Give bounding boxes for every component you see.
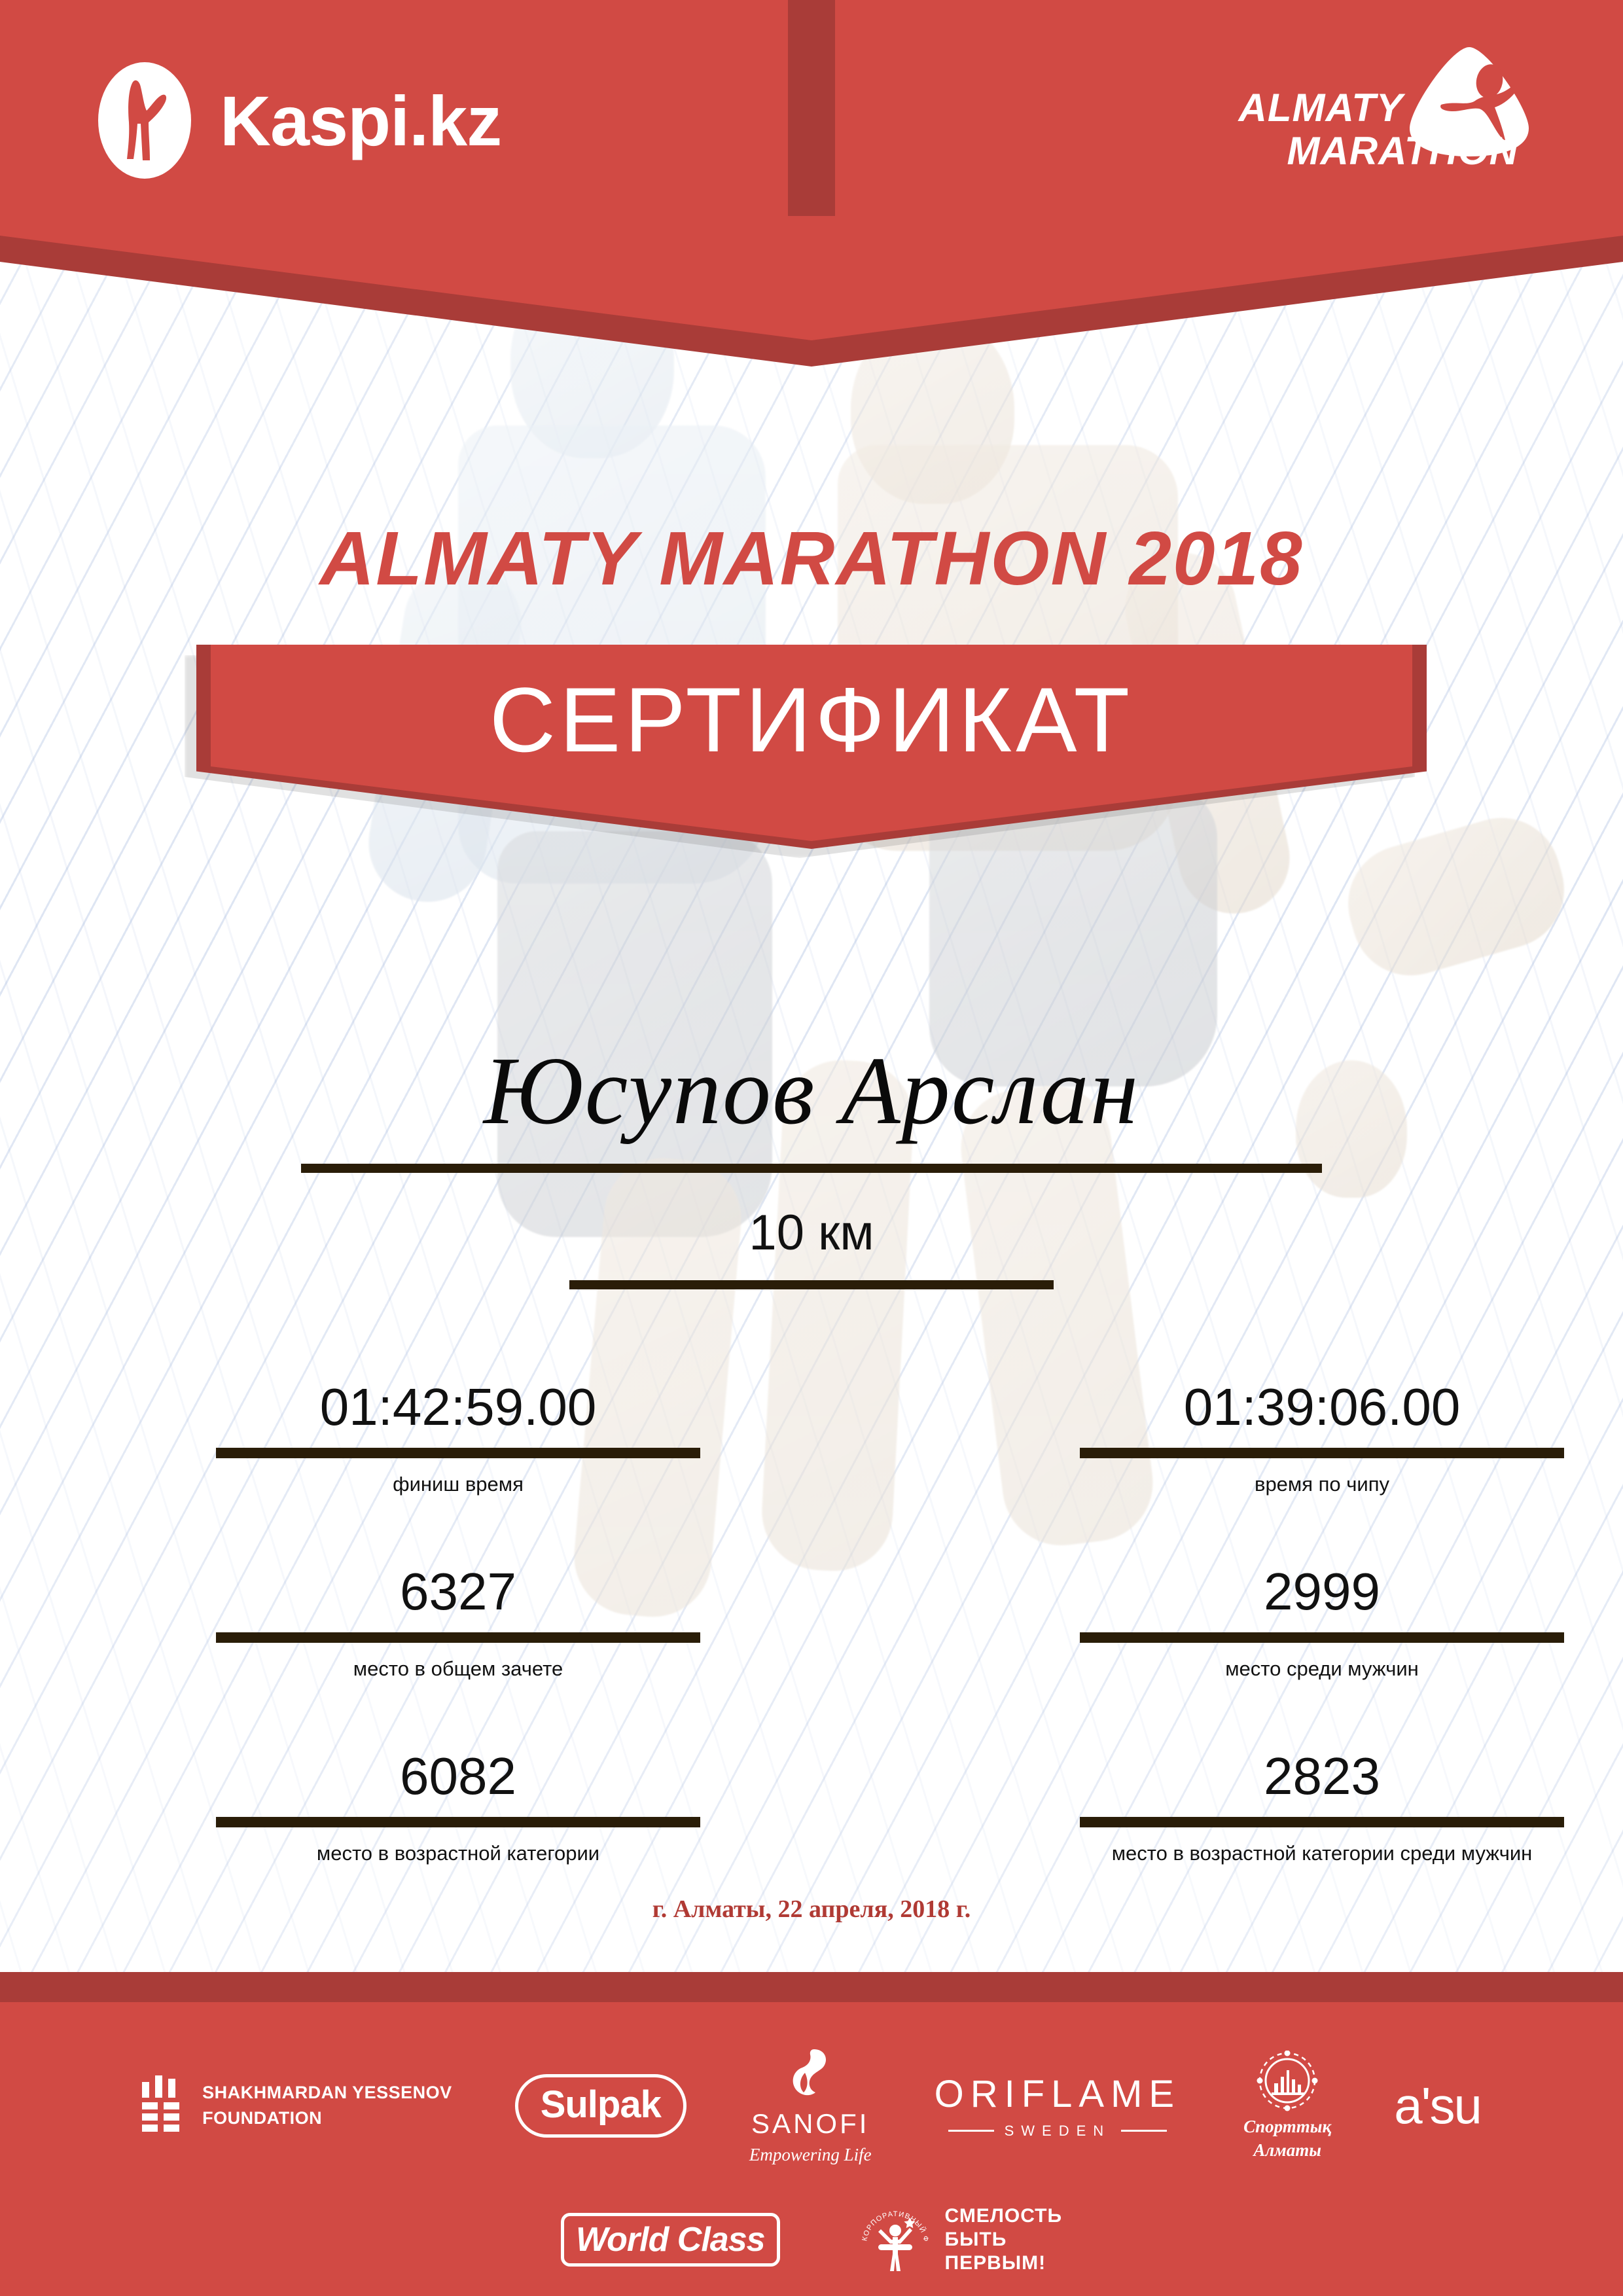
sponsor-row-secondary: World Class КОРПОРАТИВНЫЙ ФОНД <box>0 2184 1623 2295</box>
courage-line2: быть <box>944 2229 1007 2250</box>
footer-body: Shakhmardan Yessenov Foundation Sulpak S… <box>0 2002 1623 2296</box>
certificate-ribbon: СЕРТИФИКАТ <box>185 645 1427 858</box>
sanofi-icon <box>793 2049 827 2095</box>
result-age-group-men-place: 2823 место в возрастной категории среди … <box>995 1750 1623 1865</box>
courage-line1: Смелость <box>944 2205 1063 2227</box>
distance-block: 10 км <box>484 1204 1139 1289</box>
result-value: 6327 <box>400 1562 516 1621</box>
result-label: место среди мужчин <box>1225 1657 1419 1680</box>
results-row: 6327 место в общем зачете 2999 место сре… <box>0 1566 1623 1750</box>
participant-name-rule <box>301 1164 1322 1173</box>
distance-value: 10 км <box>749 1205 874 1261</box>
yessenov-label: Shakhmardan Yessenov Foundation <box>202 2080 452 2131</box>
sponsor-asu: a'su <box>1394 2076 1482 2136</box>
result-rule <box>1080 1817 1564 1827</box>
sulpak-label: Sulpak <box>514 2073 687 2138</box>
participant-name-block: Юсупов Арслан <box>288 1037 1335 1173</box>
result-men-place: 2999 место среди мужчин <box>995 1566 1623 1681</box>
header-chevron-notch <box>788 0 835 216</box>
footer-divider-band <box>0 1972 1623 2002</box>
almaty-marathon-line2: MARATHON <box>1287 129 1518 173</box>
sanofi-tagline: Empowering Life <box>749 2144 872 2164</box>
sport-almaty-line1: Спорттық <box>1243 2117 1332 2137</box>
courage-fund-icon: КОРПОРАТИВНЫЙ ФОНД <box>859 2203 930 2271</box>
result-rule <box>1080 1632 1564 1643</box>
kaspi-logo: Kaspi.kz <box>98 62 502 179</box>
result-label: место в возрастной категории <box>316 1842 600 1865</box>
sponsor-world-class: World Class <box>560 2213 780 2267</box>
courage-fund-label: Смелость быть первым! <box>945 2204 1062 2275</box>
result-finish-time: 01:42:59.00 финиш время <box>131 1381 785 1496</box>
oriflame-sub: SWEDEN <box>1004 2122 1111 2139</box>
almaty-marathon-logo: ALMATY MARATHON <box>1238 45 1531 185</box>
sponsor-footer: Shakhmardan Yessenov Foundation Sulpak S… <box>0 1972 1623 2296</box>
oriflame-name: ORIFLAME <box>934 2072 1181 2115</box>
courage-fund-arc-text: КОРПОРАТИВНЫЙ ФОНД <box>859 2203 929 2243</box>
almaty-marathon-icon <box>1410 47 1529 156</box>
sponsor-row-primary: Shakhmardan Yessenov Foundation Sulpak S… <box>0 2040 1623 2171</box>
result-value: 2999 <box>1264 1562 1380 1621</box>
results-row: 01:42:59.00 финиш время 01:39:06.00 врем… <box>0 1381 1623 1566</box>
sponsor-yessenov-foundation: Shakhmardan Yessenov Foundation <box>142 2075 452 2136</box>
result-value: 2823 <box>1264 1747 1380 1805</box>
sport-almaty-line2: Алматы <box>1253 2140 1321 2160</box>
result-age-group-place: 6082 место в возрастной категории <box>131 1750 785 1865</box>
ribbon-face: СЕРТИФИКАТ <box>211 645 1412 841</box>
result-label: место в общем зачете <box>353 1657 563 1680</box>
sponsor-sulpak: Sulpak <box>514 2073 687 2138</box>
yessenov-line2: Foundation <box>202 2108 323 2128</box>
sponsor-oriflame: ORIFLAME SWEDEN <box>935 2072 1181 2140</box>
world-class-label: World Class <box>560 2213 780 2267</box>
sanofi-name: SANOFI <box>751 2108 870 2139</box>
place-and-date: г. Алматы, 22 апреля, 2018 г. <box>652 1895 971 1923</box>
oriflame-rule-right <box>1121 2130 1168 2132</box>
courage-line3: первым! <box>944 2252 1046 2274</box>
asu-label: a'su <box>1394 2076 1482 2134</box>
sport-almaty-crest-icon <box>1257 2051 1318 2111</box>
result-label: финиш время <box>393 1473 524 1496</box>
kaspi-icon <box>98 62 191 179</box>
sponsor-sport-almaty: Спорттық Алматы <box>1243 2051 1331 2160</box>
oriflame-rule-left <box>948 2130 994 2132</box>
participant-name: Юсупов Арслан <box>483 1037 1140 1145</box>
yessenov-mark-icon <box>142 2075 185 2136</box>
result-overall-place: 6327 место в общем зачете <box>131 1566 785 1681</box>
result-chip-time: 01:39:06.00 время по чипу <box>995 1381 1623 1496</box>
yessenov-line1: Shakhmardan Yessenov <box>202 2082 452 2102</box>
kaspi-logo-text: Kaspi.kz <box>220 81 502 160</box>
result-rule <box>216 1817 700 1827</box>
svg-text:КОРПОРАТИВНЫЙ ФОНД: КОРПОРАТИВНЫЙ ФОНД <box>859 2203 930 2243</box>
result-rule <box>216 1448 700 1458</box>
results-grid: 01:42:59.00 финиш время 01:39:06.00 врем… <box>0 1381 1623 1935</box>
event-title: ALMATY MARATHON 2018 <box>319 516 1304 601</box>
almaty-marathon-line1: ALMATY <box>1238 86 1403 130</box>
result-value: 01:39:06.00 <box>1183 1378 1461 1436</box>
certificate-heading: СЕРТИФИКАТ <box>489 668 1134 771</box>
result-label: время по чипу <box>1254 1473 1390 1496</box>
sponsor-courage-fund: КОРПОРАТИВНЫЙ ФОНД Смелость быть первым! <box>859 2203 1062 2276</box>
result-label: место в возрастной категории среди мужчи… <box>1111 1842 1533 1865</box>
result-rule <box>216 1632 700 1643</box>
result-value: 01:42:59.00 <box>319 1378 597 1436</box>
results-row: 6082 место в возрастной категории 2823 м… <box>0 1750 1623 1935</box>
header: Kaspi.kz ALMATY MARATHON <box>0 0 1623 367</box>
oriflame-sub-row: SWEDEN <box>948 2123 1168 2140</box>
distance-rule <box>569 1280 1054 1289</box>
result-value: 6082 <box>400 1747 516 1805</box>
sponsor-sanofi: SANOFI Empowering Life <box>749 2047 872 2165</box>
result-rule <box>1080 1448 1564 1458</box>
